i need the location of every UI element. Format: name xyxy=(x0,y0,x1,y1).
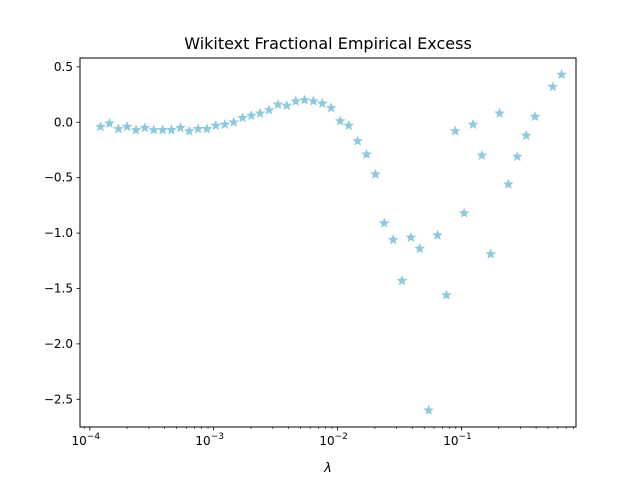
y-tick-label: 0.0 xyxy=(54,115,73,129)
data-point xyxy=(254,107,266,118)
data-point xyxy=(547,81,559,92)
data-points xyxy=(95,69,567,415)
data-point xyxy=(104,117,115,128)
data-point xyxy=(219,118,231,130)
data-point xyxy=(387,234,399,245)
data-point xyxy=(423,404,434,415)
data-point xyxy=(113,123,124,134)
data-point xyxy=(467,118,479,130)
chart-title: Wikitext Fractional Empirical Excess xyxy=(184,34,472,53)
data-point xyxy=(396,275,408,286)
y-tick-label: 0.5 xyxy=(54,60,73,74)
data-point xyxy=(441,289,452,300)
data-point xyxy=(157,124,168,135)
data-point xyxy=(148,124,160,135)
data-point xyxy=(503,178,514,189)
data-point xyxy=(121,121,133,132)
plot-area-frame xyxy=(79,57,577,428)
data-point xyxy=(166,124,177,135)
x-axis: 10−4 10−3 10−2 10−1 xyxy=(72,427,574,448)
data-point xyxy=(308,95,319,106)
data-point xyxy=(299,94,310,105)
data-point xyxy=(494,107,505,118)
data-point xyxy=(511,151,523,162)
y-tick-label: −2.5 xyxy=(44,392,73,406)
data-point xyxy=(316,97,328,108)
data-point xyxy=(378,217,390,228)
x-tick-label: 10−3 xyxy=(195,432,224,448)
data-point xyxy=(281,100,293,111)
data-point xyxy=(414,242,426,254)
data-point xyxy=(343,119,355,131)
data-point xyxy=(290,95,302,106)
data-point xyxy=(520,129,532,141)
data-point xyxy=(210,119,222,131)
x-tick-label: 10−2 xyxy=(319,432,348,448)
data-point xyxy=(228,116,240,127)
data-point xyxy=(458,207,470,218)
data-point xyxy=(476,149,488,161)
y-axis: 0.5 0.0 −0.5 −1.0 −1.5 −2.0 −2.5 xyxy=(44,60,80,406)
data-point xyxy=(263,104,275,115)
x-tick-label: 10−4 xyxy=(72,432,101,448)
data-point xyxy=(183,125,195,136)
data-point xyxy=(130,124,142,135)
x-tick-label: 10−1 xyxy=(443,432,472,448)
data-point xyxy=(352,135,363,146)
x-axis-label: λ xyxy=(323,461,332,476)
data-point xyxy=(334,115,346,126)
data-point xyxy=(201,123,213,134)
data-point xyxy=(529,111,541,122)
data-point xyxy=(361,148,372,159)
data-point xyxy=(272,98,284,110)
data-point xyxy=(237,112,248,123)
data-point xyxy=(432,229,443,240)
data-point xyxy=(370,168,381,179)
data-point xyxy=(405,231,417,243)
data-point xyxy=(175,122,186,133)
data-point xyxy=(449,125,461,136)
data-point xyxy=(192,123,204,134)
data-point xyxy=(139,122,151,133)
data-point xyxy=(325,102,337,113)
y-tick-label: −2.0 xyxy=(44,337,73,351)
data-point xyxy=(95,121,106,132)
y-tick-label: −1.5 xyxy=(44,281,73,295)
y-tick-label: −1.0 xyxy=(44,226,73,240)
data-point xyxy=(245,110,257,121)
data-point xyxy=(485,248,497,259)
data-point xyxy=(556,69,567,80)
y-tick-label: −0.5 xyxy=(44,171,73,185)
